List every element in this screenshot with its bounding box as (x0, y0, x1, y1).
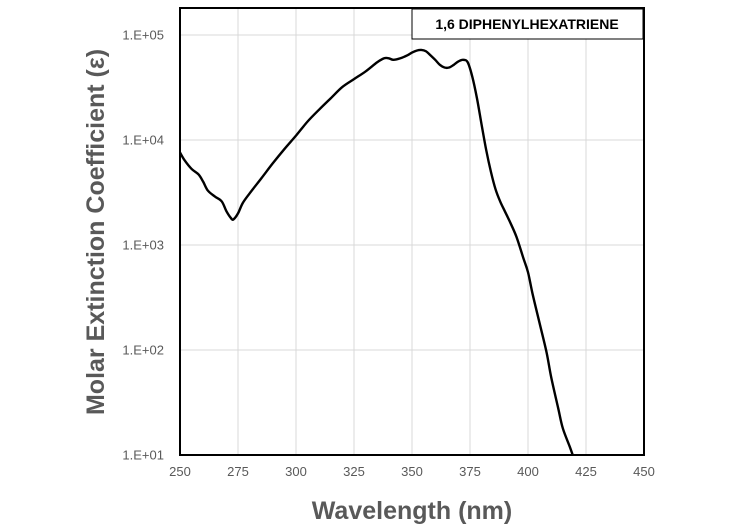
y-axis-title: Molar Extinction Coefficient (ε) (82, 49, 110, 415)
y-axis-ticks: 1.E+01 1.E+02 1.E+03 1.E+04 1.E+05 (122, 28, 164, 463)
x-tick-label: 450 (633, 464, 655, 479)
x-tick-label: 400 (517, 464, 539, 479)
plot-area-border (179, 7, 645, 456)
x-tick-label: 300 (285, 464, 307, 479)
x-tick-label: 275 (227, 464, 249, 479)
series-line (180, 48, 574, 455)
x-tick-label: 350 (401, 464, 423, 479)
y-tick-label: 1.E+01 (122, 448, 164, 463)
y-tick-label: 1.E+02 (122, 343, 164, 358)
legend: 1,6 DIPHENYLHEXATRIENE (411, 8, 644, 40)
y-tick-label: 1.E+03 (122, 238, 164, 253)
x-tick-label: 375 (459, 464, 481, 479)
legend-box (411, 8, 644, 40)
x-tick-label: 250 (169, 464, 191, 479)
legend-label: 1,6 DIPHENYLHEXATRIENE (435, 16, 618, 32)
y-tick-label: 1.E+05 (122, 28, 164, 43)
x-axis-title: Wavelength (nm) (312, 497, 512, 525)
y-tick-label: 1.E+04 (122, 133, 164, 148)
x-tick-label: 325 (343, 464, 365, 479)
x-axis-ticks: 250 275 300 325 350 375 400 425 450 (169, 464, 655, 479)
x-tick-label: 425 (575, 464, 597, 479)
